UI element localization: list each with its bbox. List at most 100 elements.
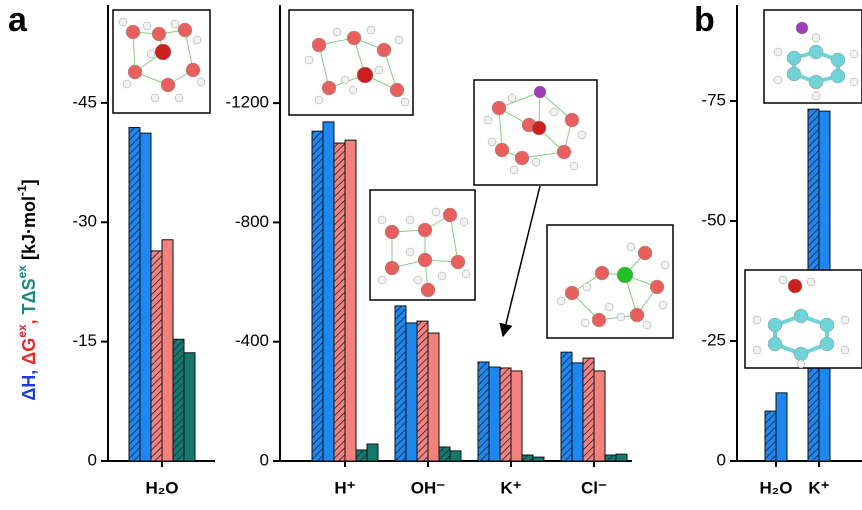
inset-atom [495, 143, 509, 157]
y-tick-label: -50 [701, 210, 726, 229]
inset-atom [305, 56, 313, 64]
inset-atom [812, 34, 820, 42]
x-tick-label: H⁺ [334, 478, 355, 497]
inset-atom [375, 66, 383, 74]
bar [417, 321, 428, 461]
inset-atom [421, 283, 435, 297]
inset-box [113, 10, 210, 113]
inset-atom [451, 255, 465, 269]
bar [561, 352, 572, 461]
inset-atom [661, 261, 669, 269]
bar [522, 455, 533, 461]
y-label-part: ex [15, 265, 29, 279]
bar [765, 411, 776, 461]
inset-atom [414, 276, 422, 284]
figure: ΔH, ΔGex, TΔSex [kJ·mol-1] a0-15-30-45H₂… [0, 0, 862, 510]
y-label-part: [kJ·mol [19, 196, 39, 265]
inset-atom [774, 76, 782, 84]
y-label-part: ΔG [19, 338, 39, 365]
bar [140, 133, 151, 461]
inset-atom [774, 48, 782, 56]
inset-atom [809, 75, 823, 89]
inset-atom [401, 98, 409, 106]
inset-atom [492, 101, 506, 115]
inset-atom [126, 25, 140, 39]
inset-atom [432, 208, 440, 216]
bar [572, 363, 583, 461]
y-tick-label: 0 [717, 450, 726, 469]
inset-atom [418, 223, 432, 237]
y-tick-label: -45 [72, 92, 97, 111]
inset-atom [312, 38, 326, 52]
inset-atom [807, 278, 815, 286]
inset-atom [406, 248, 414, 256]
inset-atom [557, 297, 565, 305]
x-tick-label: K⁺ [808, 478, 829, 497]
inset-atom [418, 253, 432, 267]
inset-atom [592, 313, 606, 327]
inset-atom [460, 218, 468, 226]
inset-atom [532, 121, 546, 135]
inset-atom [147, 50, 155, 58]
inset-atom [395, 36, 403, 44]
y-tick-label: 0 [88, 450, 97, 469]
inset-atom [378, 276, 386, 284]
inset-atom [193, 36, 201, 44]
inset-atom [831, 69, 845, 83]
inset-atom [583, 283, 591, 291]
y-label-part: , [19, 314, 39, 324]
inset-atom [753, 316, 761, 324]
y-tick-label: 0 [260, 450, 269, 469]
y-label-part: ΔH, [19, 365, 39, 401]
inset-atom [357, 67, 373, 83]
inset-atom [443, 208, 457, 222]
inset-atom [565, 113, 579, 127]
inset-atom [643, 321, 651, 329]
x-tick-label: K⁺ [500, 478, 521, 497]
bar [428, 333, 439, 461]
x-tick-label: H₂O [759, 478, 792, 497]
inset-atom [197, 78, 205, 86]
inset-atom [650, 280, 664, 294]
inset-atom [406, 216, 414, 224]
inset-atom [787, 51, 801, 65]
inset-atom [788, 279, 802, 293]
panel-label: a [8, 1, 28, 39]
inset-atom [508, 94, 516, 102]
inset-atom [341, 76, 349, 84]
inset-atom [515, 151, 529, 165]
bar [406, 323, 417, 461]
y-axis-label-group: ΔH, ΔGex, TΔSex [kJ·mol-1] [15, 179, 39, 400]
inset-atom [557, 145, 571, 159]
bar [395, 306, 406, 461]
inset-atom [161, 78, 175, 92]
inset-atom [570, 162, 578, 170]
bar [776, 393, 787, 461]
inset-atom [462, 270, 470, 278]
inset-atom [797, 360, 805, 368]
inset-atom [175, 94, 183, 102]
inset-atom [438, 272, 446, 280]
inset-atom [627, 243, 635, 251]
inset-atom [841, 316, 849, 324]
inset-atom [550, 108, 558, 116]
inset-atom [128, 65, 142, 79]
insets [113, 10, 862, 368]
inset-atom [659, 301, 667, 309]
inset-atom [581, 319, 589, 327]
bar [184, 353, 195, 461]
inset-atom [367, 26, 375, 34]
inset-atom [532, 158, 540, 166]
y-axis-label: ΔH, ΔGex, TΔSex [kJ·mol-1] [15, 179, 39, 400]
inset-atom [186, 63, 200, 77]
inset-atom [534, 86, 546, 98]
bar [162, 240, 173, 461]
bar [489, 367, 500, 461]
inset-atom [617, 313, 625, 321]
inset-atom [377, 43, 391, 57]
inset-atom [171, 20, 179, 28]
inset-atom [484, 116, 492, 124]
bar [367, 444, 378, 461]
inset-atom [123, 80, 131, 88]
bar [616, 454, 627, 461]
